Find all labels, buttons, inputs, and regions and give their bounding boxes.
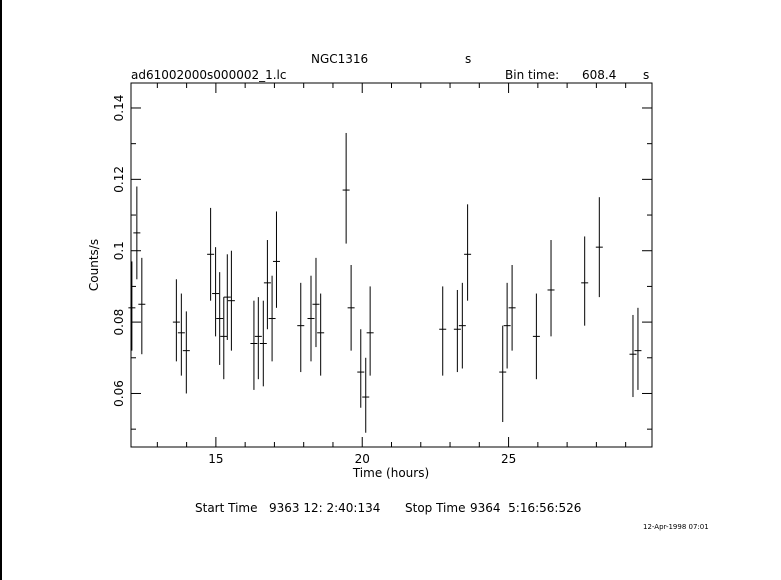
data-point <box>499 325 507 423</box>
bin-time-unit: s <box>643 68 650 82</box>
data-point <box>207 207 215 301</box>
data-point <box>138 257 146 355</box>
object-name: NGC1316 <box>311 52 369 66</box>
y-tick-label: 0.08 <box>112 309 126 336</box>
data-point <box>250 300 258 390</box>
data-point <box>629 314 637 398</box>
data-point <box>347 265 355 351</box>
data-point <box>366 286 374 376</box>
data-point <box>220 297 228 380</box>
data-point <box>312 257 320 348</box>
bin-time-label: Bin time: <box>505 68 560 82</box>
data-point <box>172 279 180 362</box>
x-tick-label: 25 <box>501 452 516 466</box>
bin-time-value: 608.4 <box>582 68 617 82</box>
data-point <box>223 254 231 340</box>
object-unit: s <box>465 52 472 66</box>
data-point <box>595 197 603 298</box>
filename: ad61002000s000002_1.lc <box>131 68 287 82</box>
start-time-value: 9363 12: 2:40:134 <box>269 501 381 515</box>
data-point <box>216 272 224 365</box>
data-point <box>532 293 540 380</box>
data-point <box>212 247 220 337</box>
data-point <box>503 282 511 369</box>
data-point <box>453 289 461 373</box>
data-point <box>357 329 365 408</box>
y-tick-label: 0.14 <box>112 95 126 122</box>
stop-time-label: Stop Time <box>405 501 466 515</box>
data-point <box>547 240 555 337</box>
x-axis-label: Time (hours) <box>352 466 429 480</box>
date-stamp: 12-Apr-1998 07:01 <box>643 523 709 531</box>
y-tick-label: 0.12 <box>112 166 126 193</box>
data-point <box>272 211 280 308</box>
plot-frame <box>130 82 653 448</box>
y-tick-label: 0.1 <box>112 241 126 260</box>
data-point <box>133 186 141 280</box>
data-point <box>307 275 315 362</box>
data-point <box>581 236 589 326</box>
data-point <box>177 293 185 376</box>
stop-time-value: 9364 5:16:56:526 <box>470 501 582 515</box>
left-border-line <box>0 0 2 580</box>
start-time-label: Start Time <box>195 501 258 515</box>
data-point <box>182 311 190 394</box>
data-point <box>297 282 305 373</box>
x-tick-label: 20 <box>355 452 370 466</box>
data-point <box>128 261 136 351</box>
data-point <box>634 307 642 390</box>
data-point <box>268 275 276 362</box>
data-point <box>227 250 235 351</box>
y-axis-label: Counts/s <box>87 239 101 291</box>
data-point <box>317 293 325 376</box>
data-point <box>254 297 262 380</box>
data-point <box>362 357 370 433</box>
data-point <box>508 265 516 351</box>
x-tick-label: 15 <box>208 452 223 466</box>
y-tick-label: 0.06 <box>112 380 126 407</box>
data-point <box>342 132 350 244</box>
data-point <box>439 286 447 376</box>
data-point <box>464 204 472 301</box>
data-point <box>259 300 267 387</box>
data-point <box>263 240 271 330</box>
data-point <box>458 282 466 369</box>
